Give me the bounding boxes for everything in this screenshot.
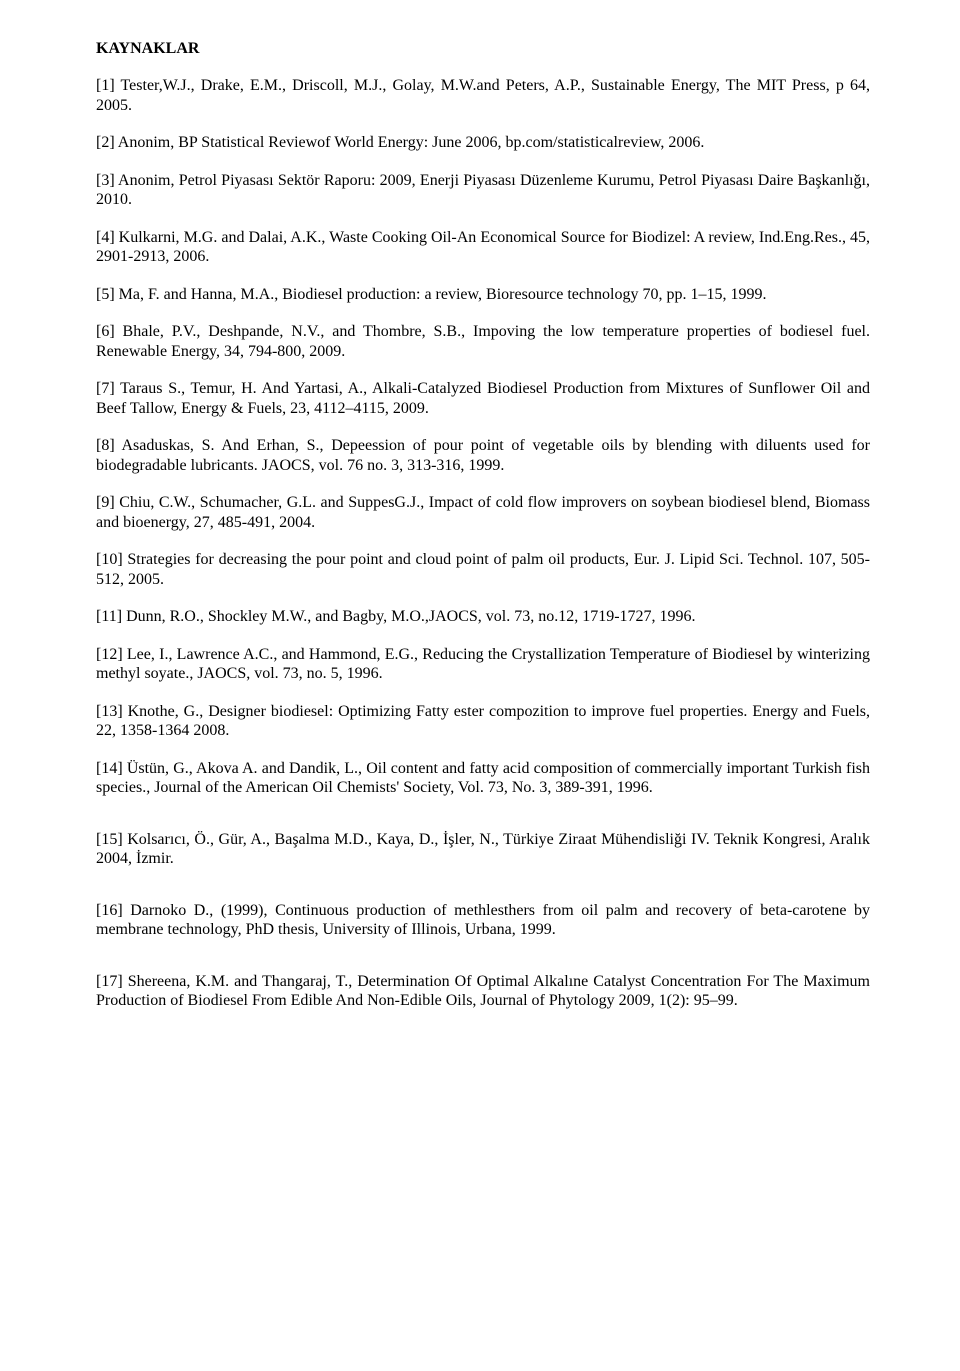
document-page: KAYNAKLAR [1] Tester,W.J., Drake, E.M., … [0, 0, 960, 1069]
reference-item: [5] Ma, F. and Hanna, M.A., Biodiesel pr… [96, 285, 870, 305]
reference-item: [9] Chiu, C.W., Schumacher, G.L. and Sup… [96, 493, 870, 532]
reference-item: [12] Lee, I., Lawrence A.C., and Hammond… [96, 645, 870, 684]
page-title: KAYNAKLAR [96, 40, 870, 58]
reference-item: [11] Dunn, R.O., Shockley M.W., and Bagb… [96, 607, 870, 627]
reference-item: [10] Strategies for decreasing the pour … [96, 550, 870, 589]
reference-item: [15] Kolsarıcı, Ö., Gür, A., Başalma M.D… [96, 830, 870, 869]
reference-item: [2] Anonim, BP Statistical Reviewof Worl… [96, 133, 870, 153]
reference-item: [4] Kulkarni, M.G. and Dalai, A.K., Wast… [96, 228, 870, 267]
reference-item: [7] Taraus S., Temur, H. And Yartasi, A.… [96, 379, 870, 418]
reference-item: [8] Asaduskas, S. And Erhan, S., Depeess… [96, 436, 870, 475]
reference-item: [13] Knothe, G., Designer biodiesel: Opt… [96, 702, 870, 741]
reference-item: [17] Shereena, K.M. and Thangaraj, T., D… [96, 972, 870, 1011]
reference-item: [14] Üstün, G., Akova A. and Dandik, L.,… [96, 759, 870, 798]
reference-item: [16] Darnoko D., (1999), Continuous prod… [96, 901, 870, 940]
reference-item: [1] Tester,W.J., Drake, E.M., Driscoll, … [96, 76, 870, 115]
reference-item: [6] Bhale, P.V., Deshpande, N.V., and Th… [96, 322, 870, 361]
reference-item: [3] Anonim, Petrol Piyasası Sektör Rapor… [96, 171, 870, 210]
